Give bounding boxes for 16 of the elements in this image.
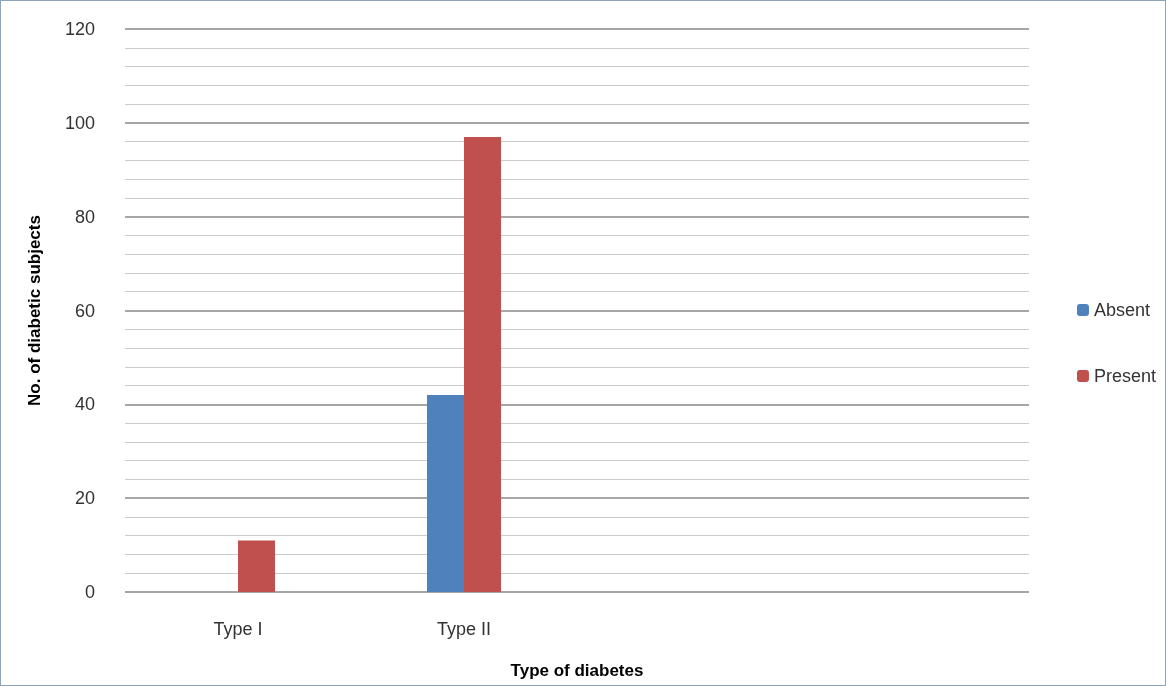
x-axis-title: Type of diabetes [510,661,644,680]
bar [427,394,464,592]
y-tick-label: 80 [74,206,95,227]
x-tick-label: Type II [436,619,492,639]
y-tick-label: 60 [74,300,95,321]
bar [464,136,501,592]
bar [238,540,275,592]
y-axis-title: No. of diabetic subjects [25,215,44,406]
y-tick-label: 120 [64,19,95,39]
legend-label: Absent [1093,300,1151,320]
y-tick-label: 20 [74,488,95,509]
y-tick-label: 0 [84,582,95,602]
y-tick-label: 100 [64,112,95,133]
legend-label: Present [1093,366,1157,386]
y-tick-label: 40 [74,394,95,415]
x-tick-label: Type I [213,619,263,639]
